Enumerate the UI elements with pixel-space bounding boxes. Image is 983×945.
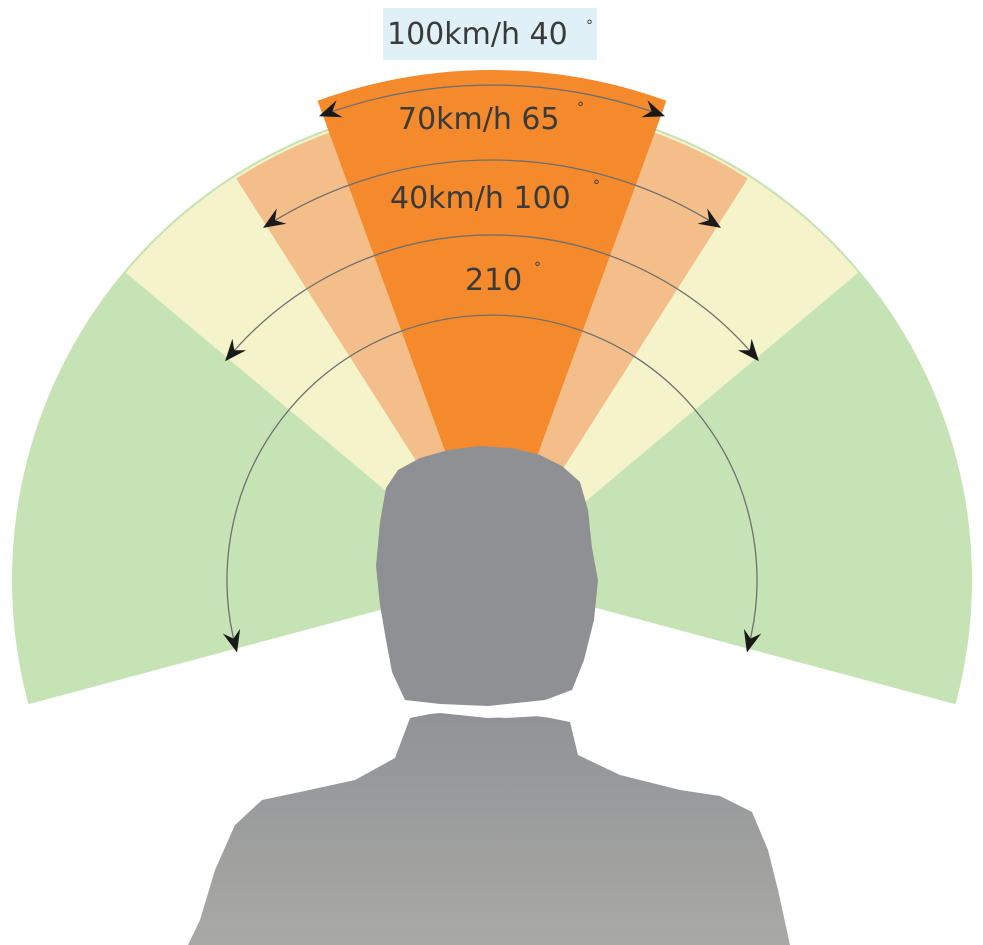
driver-silhouette: [188, 446, 790, 945]
driver-body: [188, 712, 790, 945]
arc-40-degrees: [322, 84, 662, 116]
arrowhead-100-right: [737, 338, 759, 362]
label-background-100kmh: [383, 8, 597, 60]
degree-symbol-65: °: [577, 100, 584, 116]
arc-100-degrees: [227, 234, 757, 359]
arrowhead-65-right: [697, 208, 721, 228]
label-100kmh-40deg: 100km/h 40: [387, 17, 568, 52]
shirt-collar: [408, 698, 572, 720]
arc-arrowheads: [222, 100, 762, 653]
arrowhead-40-left: [318, 100, 343, 118]
label-40kmh-100deg: 40km/h 100: [390, 181, 571, 216]
degree-symbol-210: °: [534, 260, 541, 276]
degree-symbol-40: °: [586, 18, 593, 34]
arc-65-degrees: [265, 159, 719, 227]
arrowhead-65-left: [263, 208, 287, 228]
degree-symbol-100: °: [593, 178, 600, 194]
arc-210-degrees: [226, 314, 758, 649]
arrowhead-100-left: [225, 338, 247, 362]
angle-arcs: [226, 84, 758, 649]
arrowhead-210-right: [743, 628, 762, 653]
arrowhead-40-right: [641, 100, 666, 118]
label-70kmh-65deg: 70km/h 65: [398, 102, 560, 137]
field-of-view-sectors: [12, 70, 972, 705]
angle-labels: 100km/h 40 ° 70km/h 65 ° 40km/h 100 ° 21…: [383, 8, 600, 298]
sector-40-degrees: [317, 70, 667, 580]
driver-head: [376, 446, 598, 706]
label-210deg: 210: [465, 263, 522, 298]
arrowhead-210-left: [222, 628, 241, 653]
